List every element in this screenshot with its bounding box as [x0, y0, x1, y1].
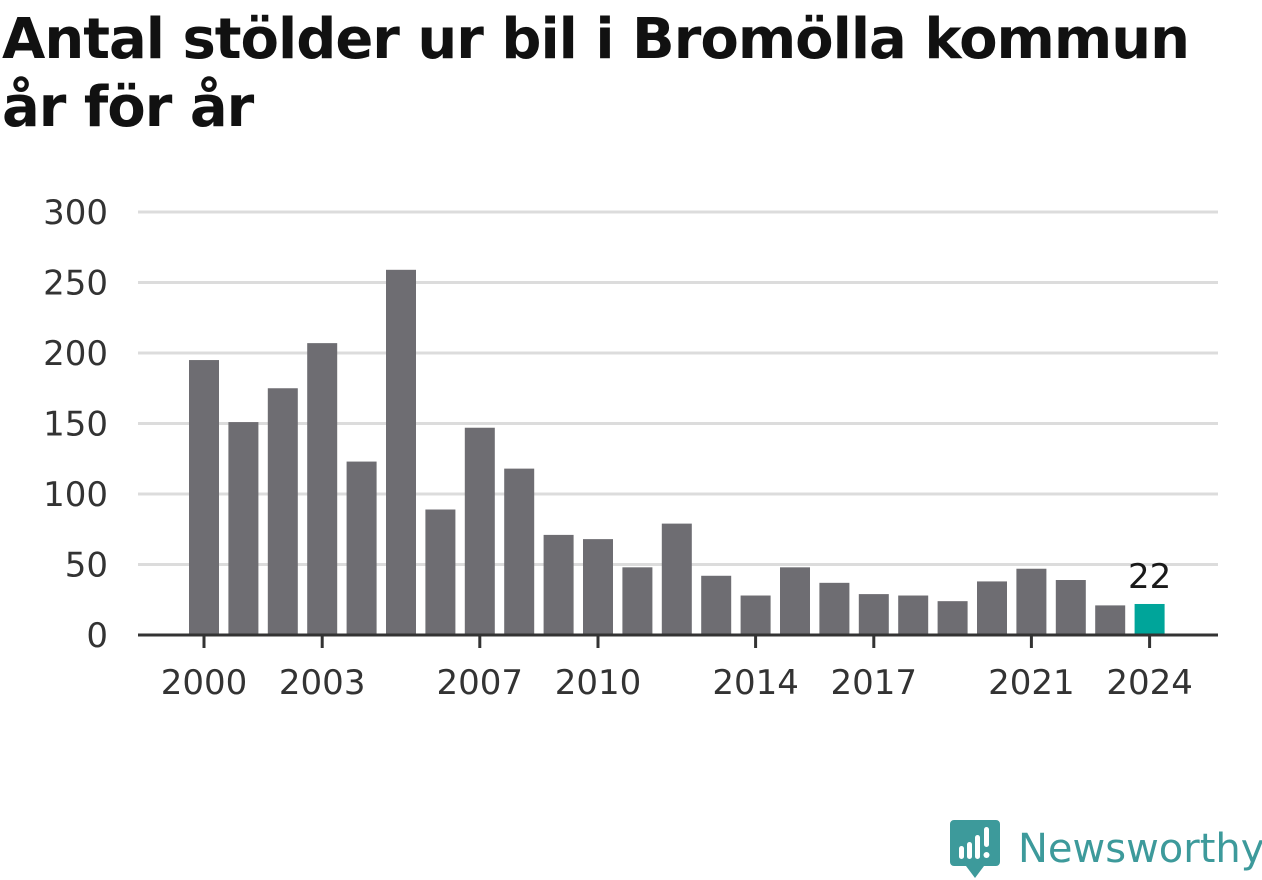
data-label-highlight: 22 — [1128, 557, 1171, 597]
bar — [858, 594, 889, 635]
y-tick-label: 100 — [43, 475, 108, 515]
bar — [661, 523, 692, 635]
brand-logo: Newsworthy — [950, 818, 1262, 880]
x-tick-label: 2000 — [161, 663, 248, 703]
newsworthy-logo-icon — [950, 820, 1000, 878]
y-tick-label: 0 — [86, 616, 108, 656]
bar — [504, 468, 535, 635]
y-tick-label: 200 — [43, 334, 108, 374]
bar — [425, 509, 456, 635]
bar-highlight — [1134, 603, 1165, 635]
x-tick-label: 2014 — [712, 663, 799, 703]
y-tick-label: 300 — [43, 193, 108, 233]
bar — [228, 422, 259, 635]
bar — [898, 595, 929, 635]
bar — [1016, 568, 1047, 635]
bar — [307, 343, 338, 635]
bar — [1095, 605, 1126, 635]
x-tick-label: 2024 — [1106, 663, 1193, 703]
bar — [346, 461, 377, 635]
y-tick-label: 150 — [43, 405, 108, 445]
x-tick-label: 2017 — [831, 663, 918, 703]
x-tick-label: 2007 — [437, 663, 524, 703]
bar — [819, 582, 850, 635]
gridlines — [138, 210, 1218, 566]
bar — [386, 269, 416, 635]
bar — [780, 567, 810, 635]
y-tick-label: 250 — [43, 264, 108, 304]
bar — [583, 539, 613, 635]
x-axis-ticks: 2000 2003 2007 2010 2014 2017 2021 2024 — [161, 635, 1193, 703]
bar — [267, 388, 298, 635]
x-tick-label: 2003 — [279, 663, 366, 703]
data-labels: 22 — [1128, 557, 1171, 597]
y-axis-ticks: 0 50 100 150 200 250 300 — [43, 193, 108, 656]
bar — [740, 595, 771, 635]
bar — [543, 534, 574, 635]
y-tick-label: 50 — [65, 546, 108, 586]
x-tick-label: 2010 — [555, 663, 642, 703]
bar — [1055, 580, 1086, 635]
brand-name: Newsworthy — [1018, 826, 1262, 872]
bar — [977, 581, 1007, 635]
bar — [701, 575, 732, 635]
bar — [189, 360, 219, 635]
x-tick-label: 2021 — [988, 663, 1075, 703]
bar — [622, 567, 653, 635]
bar — [937, 601, 968, 635]
bars — [189, 269, 1165, 635]
chart-title: Antal stölder ur bil i Bromölla kommun å… — [2, 7, 1190, 140]
bar — [464, 427, 495, 635]
